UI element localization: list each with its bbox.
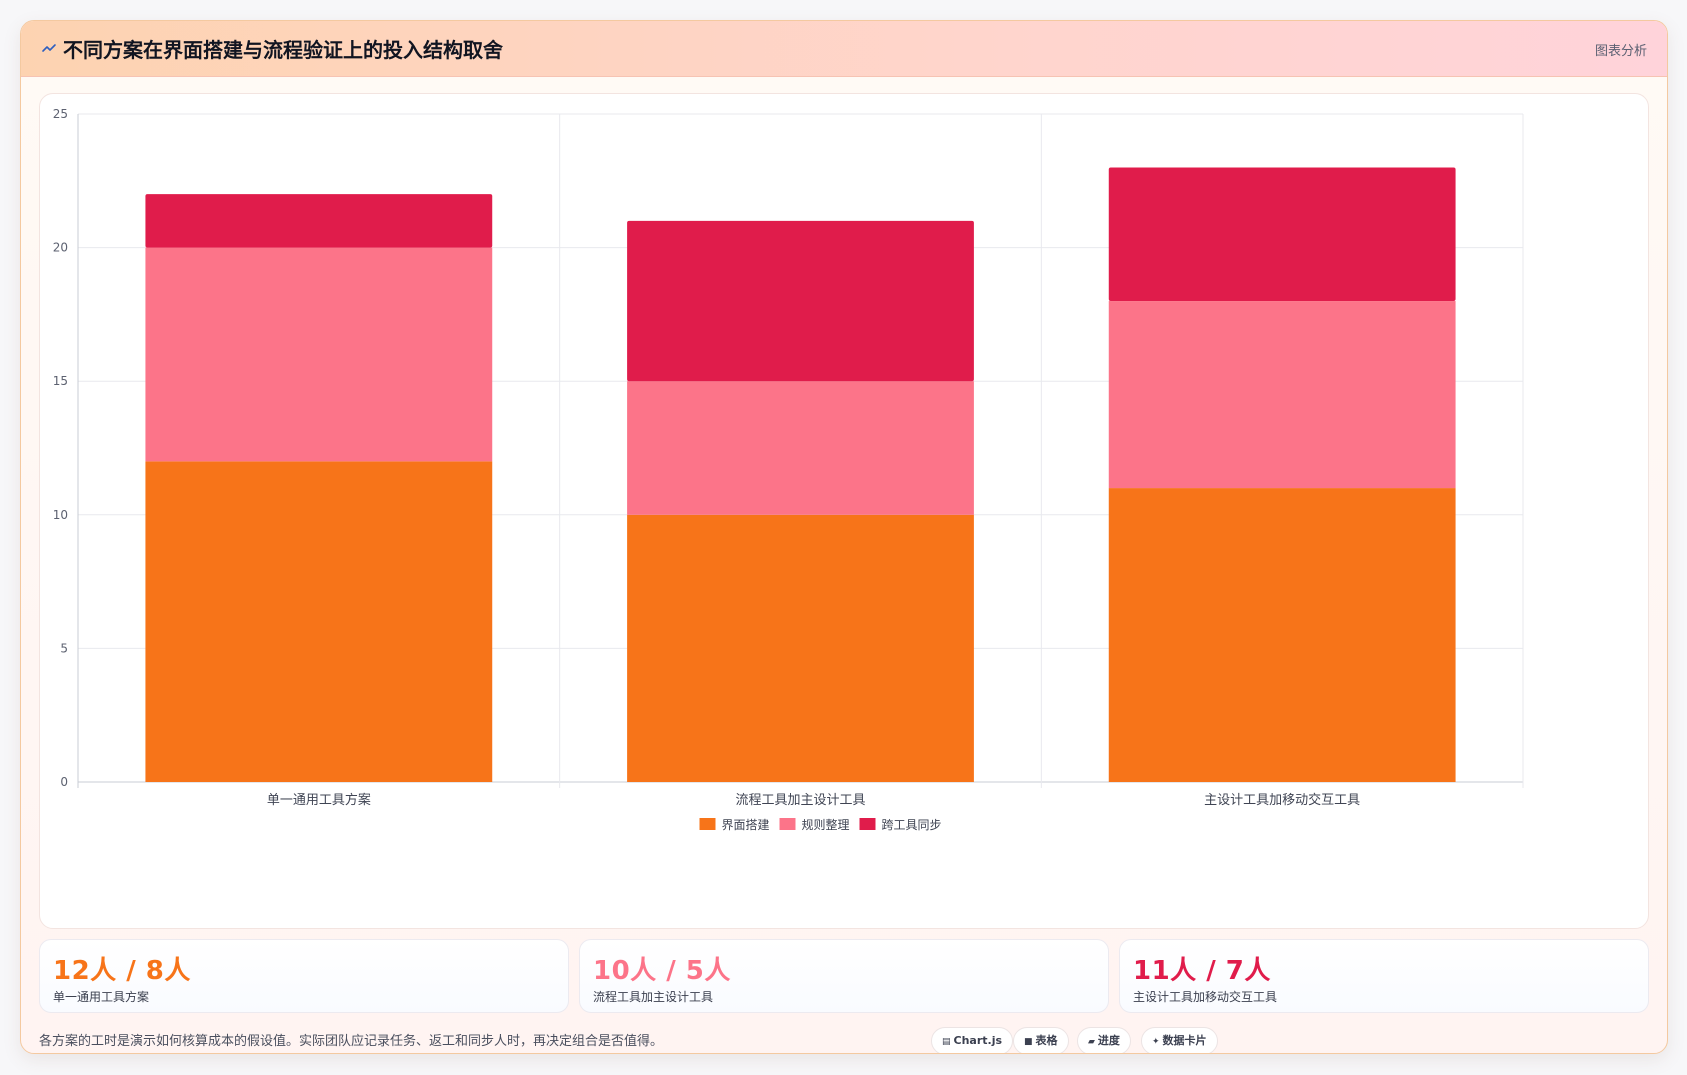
card-header: 不同方案在界面搭建与流程验证上的投入结构取舍 图表分析	[21, 21, 1667, 77]
stacked-bar-chart: 0 5 10 15 20 25 单一通用工具方案 流程工具加主设计工具 主设计工具加移动交互工具…	[53, 107, 1524, 832]
bar-segment	[145, 194, 493, 248]
y-tick-label: 5	[60, 641, 68, 655]
legend-label: 跨工具同步	[882, 818, 942, 832]
chip-progress[interactable]: ▰ 进度	[1077, 1027, 1131, 1053]
chip-chartjs[interactable]: ▤ Chart.js	[931, 1027, 1014, 1053]
bar-segment	[627, 381, 974, 515]
chart-title: 不同方案在界面搭建与流程验证上的投入结构取舍	[63, 38, 503, 62]
stat-cards: 12人 / 8人 单一通用工具方案 10人 / 5人 流程工具加主设计工具 11…	[39, 939, 1649, 1013]
bar-segment	[1108, 301, 1456, 489]
chip-data-cards[interactable]: ✦ 数据卡片	[1141, 1027, 1218, 1053]
legend-label: 界面搭建	[722, 818, 770, 832]
stat-value-2: 10人 / 5人	[593, 956, 731, 986]
chip-table[interactable]: ■ 表格	[1013, 1027, 1069, 1053]
y-tick-label: 15	[53, 374, 68, 388]
legend-label: 规则整理	[802, 817, 850, 832]
y-tick-label: 10	[53, 508, 68, 522]
y-tick-label: 25	[53, 107, 68, 121]
bar-segment	[627, 220, 974, 382]
chip-label: 数据卡片	[1162, 1034, 1207, 1047]
chip-label: Chart.js	[953, 1034, 1003, 1047]
bar-segment	[145, 247, 493, 462]
bar-segment	[1108, 167, 1456, 302]
bar-segment	[1108, 488, 1456, 782]
mode-label[interactable]: 图表分析	[1594, 44, 1647, 59]
sparkle-icon: ✦	[1152, 1037, 1160, 1047]
stat-card-1: 12人 / 8人 单一通用工具方案	[39, 939, 569, 1013]
bar-segment	[627, 514, 974, 782]
table-icon: ■	[1024, 1037, 1033, 1047]
stat-label-1: 单一通用工具方案	[53, 990, 150, 1004]
trend-line-icon	[42, 44, 56, 52]
chip-label: 表格	[1035, 1034, 1058, 1047]
stat-label-2: 流程工具加主设计工具	[593, 990, 714, 1004]
x-tick-label: 单一通用工具方案	[267, 792, 371, 808]
chart-card: 不同方案在界面搭建与流程验证上的投入结构取舍 图表分析 0 5 10 15 20 25 单一…	[20, 20, 1668, 1054]
stat-label-3: 主设计工具加移动交互工具	[1133, 990, 1278, 1004]
stat-value-3: 11人 / 7人	[1133, 956, 1271, 986]
legend-swatch	[859, 818, 876, 830]
footnote: 各方案的工时是演示如何核算成本的假设值。实际团队应记录任务、返工和同步人时，再决…	[39, 1034, 664, 1049]
y-tick-label: 20	[53, 241, 68, 255]
stat-card-2: 10人 / 5人 流程工具加主设计工具	[579, 939, 1109, 1013]
y-tick-label: 0	[60, 775, 68, 789]
chip-label: 进度	[1097, 1034, 1120, 1047]
x-tick-label: 流程工具加主设计工具	[735, 793, 865, 808]
stat-card-3: 11人 / 7人 主设计工具加移动交互工具	[1119, 939, 1649, 1013]
legend-swatch	[699, 818, 716, 830]
stat-value-1: 12人 / 8人	[53, 956, 191, 986]
chart-icon: ▤	[942, 1037, 951, 1047]
x-tick-label: 主设计工具加移动交互工具	[1204, 792, 1360, 808]
progress-icon: ▰	[1088, 1037, 1095, 1047]
bar-segment	[145, 461, 493, 782]
chart-panel: 0 5 10 15 20 25 单一通用工具方案 流程工具加主设计工具 主设计工具加移动交互工具…	[39, 93, 1649, 929]
legend-swatch	[779, 818, 796, 830]
